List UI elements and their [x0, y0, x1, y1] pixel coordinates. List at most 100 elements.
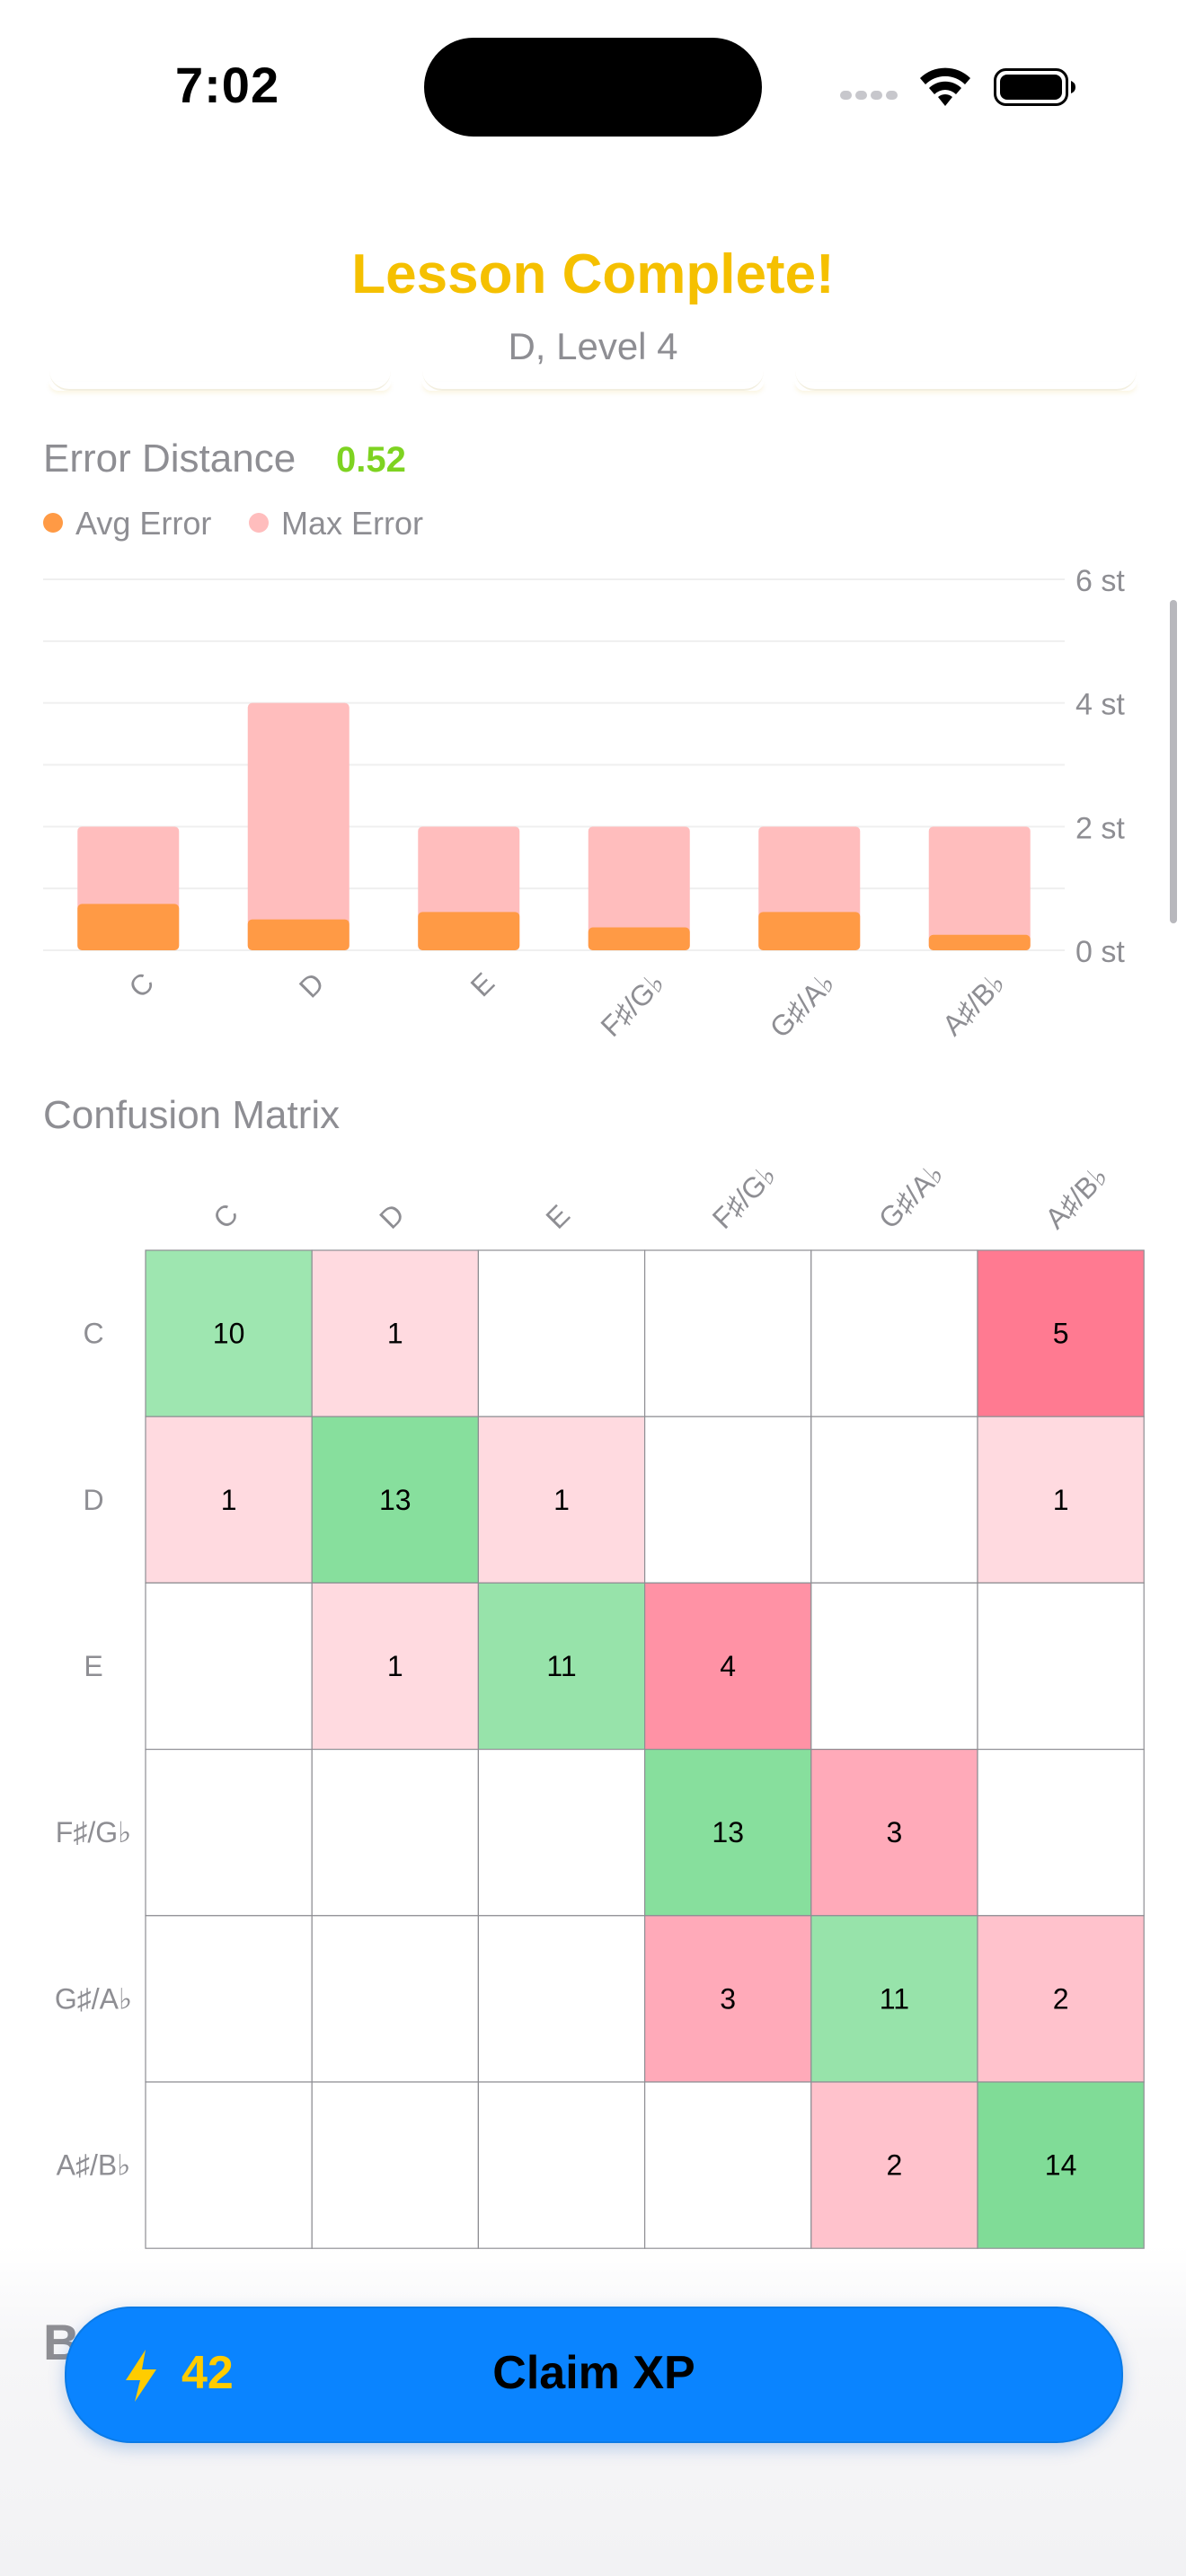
matrix-cell-value: 3	[887, 1816, 903, 1848]
matrix-cell	[145, 1748, 313, 1917]
matrix-cell-value: 13	[379, 1484, 412, 1516]
matrix-cell	[977, 1748, 1145, 1917]
matrix-cell-value: 4	[720, 1650, 736, 1682]
matrix-cell-value: 11	[880, 1982, 909, 2015]
scrollbar[interactable]	[1170, 600, 1177, 923]
max-error-bar	[247, 702, 350, 950]
matrix-cell	[477, 2081, 646, 2249]
matrix-cell	[977, 1416, 1145, 1584]
legend-max-swatch	[249, 513, 269, 533]
avg-error-bar	[418, 912, 520, 950]
matrix-cell	[977, 1249, 1145, 1417]
matrix-cell-value: 3	[720, 1982, 736, 2015]
x-tick-label: F♯/G♭	[594, 966, 670, 1042]
stat-card	[795, 355, 1137, 391]
matrix-cell-value: 5	[1053, 1318, 1069, 1350]
confusion-matrix: 10 1 51 13 1 11 11 413 33 11 22 14CCDDEEF♯/G♭F♯/G♭G…	[55, 1158, 1145, 2249]
matrix-cell	[311, 1748, 480, 1917]
matrix-cell	[145, 1249, 313, 1417]
matrix-row-label: G♯/A♭	[55, 1982, 132, 2015]
matrix-cell-value: 2	[1053, 1982, 1069, 2015]
matrix-cell	[145, 1915, 313, 2083]
matrix-cell	[643, 1582, 812, 1751]
matrix-column-label: A♯/B♭	[1039, 1160, 1114, 1235]
max-error-bar	[588, 826, 690, 950]
x-tick-label: G♯/A♭	[764, 966, 841, 1042]
y-tick-label: 6 st	[1075, 564, 1125, 598]
matrix-cell	[810, 1249, 978, 1417]
xp-amount: 42	[181, 2347, 234, 2399]
y-tick-label: 0 st	[1075, 935, 1125, 969]
matrix-cell-value: 1	[221, 1484, 237, 1516]
matrix-column-label: D	[373, 1197, 411, 1235]
y-tick-label: 4 st	[1075, 688, 1125, 722]
matrix-row-label: F♯/G♭	[56, 1816, 131, 1848]
status-time: 7:02	[175, 57, 280, 113]
matrix-cell	[810, 2081, 978, 2249]
y-tick-label: 2 st	[1075, 811, 1125, 845]
matrix-cell-value: 1	[387, 1650, 403, 1682]
matrix-cell	[977, 1582, 1145, 1751]
matrix-column-label: E	[539, 1198, 576, 1235]
claim-xp-button[interactable]: 42 Claim XP	[65, 2307, 1123, 2443]
claim-xp-label: Claim XP	[492, 2347, 695, 2399]
matrix-cell	[810, 1748, 978, 1917]
matrix-cell	[477, 1915, 646, 2083]
x-tick-label: E	[465, 966, 501, 1003]
matrix-cell-value: 13	[712, 1816, 744, 1848]
matrix-cell	[145, 1582, 313, 1751]
battery-icon	[994, 68, 1075, 106]
matrix-cell	[311, 1249, 480, 1417]
matrix-row-label: E	[84, 1650, 102, 1682]
matrix-cell	[977, 1915, 1145, 2083]
matrix-cell	[643, 1915, 812, 2083]
matrix-cell-value: 11	[546, 1650, 576, 1682]
matrix-column-label: G♯/A♭	[872, 1158, 950, 1235]
dynamic-island	[424, 38, 762, 137]
lesson-subtitle: D, Level 4	[508, 325, 678, 367]
legend-avg-label: Avg Error	[75, 505, 212, 542]
stat-card	[49, 355, 391, 391]
max-error-bar	[928, 826, 1031, 950]
matrix-cell-value: 2	[887, 2149, 903, 2182]
matrix-cell	[643, 1249, 812, 1417]
matrix-cell	[810, 1915, 978, 2083]
stat-card	[422, 355, 764, 391]
matrix-column-label: C	[207, 1197, 244, 1235]
matrix-cell	[311, 1915, 480, 2083]
matrix-row-label: C	[83, 1318, 103, 1350]
legend-max-label: Max Error	[281, 505, 424, 542]
error-distance-value: 0.52	[336, 440, 406, 480]
avg-error-bar	[758, 912, 861, 950]
error-distance-title: Error Distance	[43, 437, 296, 481]
matrix-cell	[810, 1582, 978, 1751]
lightning-bolt-icon	[126, 2350, 156, 2402]
matrix-cell	[977, 2081, 1145, 2249]
avg-error-bar	[77, 904, 180, 950]
matrix-cell-value: 10	[213, 1318, 245, 1350]
x-tick-label: C	[122, 966, 160, 1004]
wifi-icon	[920, 67, 970, 106]
matrix-row-label: D	[83, 1484, 103, 1516]
matrix-cell-value: 14	[1045, 2149, 1077, 2182]
legend-avg-swatch	[43, 513, 63, 533]
error-distance-chart: 0 st 2 st 4 st 6 st C D E F♯/G♭ G♯/A♭ A♯/B♭	[43, 564, 1125, 1042]
matrix-cell	[311, 1582, 480, 1751]
matrix-cell-value: 1	[553, 1484, 570, 1516]
matrix-column-label: F♯/G♭	[706, 1159, 783, 1235]
matrix-cell	[477, 1416, 646, 1584]
matrix-cell-value: 1	[1053, 1484, 1069, 1516]
matrix-cell	[477, 1582, 646, 1751]
matrix-cell	[643, 1416, 812, 1584]
cellular-signal-icon	[840, 88, 903, 102]
x-tick-label: A♯/B♭	[936, 966, 1012, 1042]
matrix-cell	[477, 1249, 646, 1417]
matrix-cell	[145, 1416, 313, 1584]
matrix-cell	[477, 1748, 646, 1917]
matrix-cell	[311, 2081, 480, 2249]
avg-error-bar	[588, 927, 690, 950]
matrix-cell	[145, 2081, 313, 2249]
matrix-cell	[643, 2081, 812, 2249]
matrix-cell	[643, 1748, 812, 1917]
avg-error-bar	[928, 934, 1031, 950]
